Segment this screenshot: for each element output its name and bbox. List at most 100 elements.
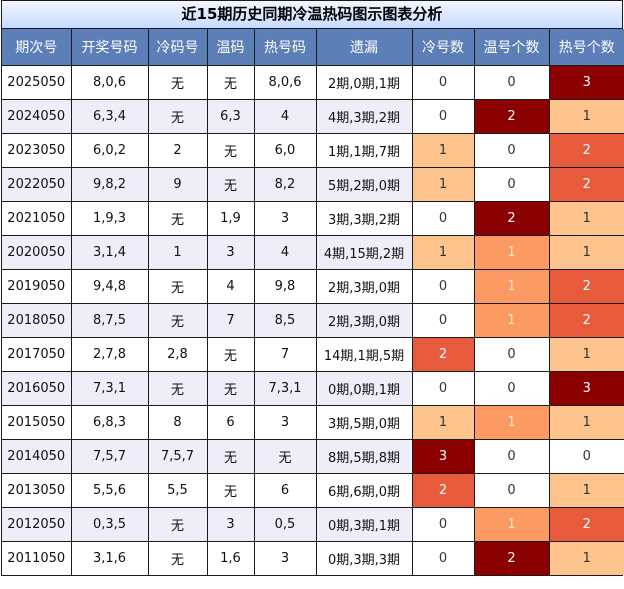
col-warm-count: 温号个数 — [473, 29, 550, 66]
table-row: 2025050 8,0,6 无无 8,0,6 2期,0期,1期 0 0 3 — [2, 65, 624, 100]
miss-cell: 14期,1期,5期 — [315, 337, 413, 372]
warm-cell: 无 — [206, 473, 255, 508]
warm-cell: 6,3 — [206, 99, 255, 134]
issue-cell: 2012050 — [2, 507, 72, 542]
issue-cell: 2020050 — [2, 235, 72, 270]
cold-count-cell: 2 — [411, 337, 475, 372]
miss-cell: 0期,3期,1期 — [315, 507, 413, 542]
hot-count-cell: 2 — [548, 269, 624, 304]
hot-count-cell: 1 — [548, 473, 624, 508]
hot-count-cell: 1 — [548, 541, 624, 575]
cold-count-cell: 0 — [411, 371, 475, 406]
warm-count-cell: 0 — [473, 337, 550, 372]
hot-cell: 7,3,1 — [253, 371, 317, 406]
stats-table: 期次号 开奖号码 冷码号 温码 热号码 遗漏 冷号数 温号个数 热号个数 202… — [2, 29, 624, 575]
miss-cell: 3期,3期,2期 — [315, 201, 413, 236]
draw-cell: 8,7,5 — [70, 303, 149, 338]
warm-cell: 3 — [206, 235, 255, 270]
cold-count-cell: 0 — [411, 303, 475, 338]
draw-cell: 6,8,3 — [70, 405, 149, 440]
draw-cell: 5,5,6 — [70, 473, 149, 508]
warm-cell: 无 — [206, 65, 255, 100]
issue-cell: 2025050 — [2, 65, 72, 100]
table-row: 2012050 0,3,5 无 3 0,5 0期,3期,1期 0 1 2 — [2, 507, 624, 542]
miss-cell: 3期,5期,0期 — [315, 405, 413, 440]
cold-cell: 8 — [147, 405, 208, 440]
warm-count-cell: 2 — [473, 541, 550, 575]
cold-cell: 无 — [147, 201, 208, 236]
warm-count-cell: 1 — [473, 405, 550, 440]
cold-cell: 2,8 — [147, 337, 208, 372]
col-hot: 热号码 — [253, 29, 317, 66]
hot-count-cell: 3 — [548, 371, 624, 406]
table-row: 2023050 6,0,2 2 无 6,0 1期,1期,7期 1 0 2 — [2, 133, 624, 168]
cold-count-cell: 0 — [411, 507, 475, 542]
warm-cell: 7 — [206, 303, 255, 338]
issue-cell: 2024050 — [2, 99, 72, 134]
hot-cell: 无 — [253, 439, 317, 474]
hot-count-cell: 2 — [548, 507, 624, 542]
warm-cell: 1,6 — [206, 541, 255, 575]
cold-count-cell: 1 — [411, 133, 475, 168]
warm-cell: 1,9 — [206, 201, 255, 236]
issue-cell: 2013050 — [2, 473, 72, 508]
draw-cell: 6,3,4 — [70, 99, 149, 134]
cold-cell: 9 — [147, 167, 208, 202]
cold-cell: 无 — [147, 303, 208, 338]
table-row: 2014050 7,5,7 7,5,7 无无 8期,5期,8期 3 0 0 — [2, 439, 624, 474]
miss-cell: 2期,3期,0期 — [315, 269, 413, 304]
issue-cell: 2011050 — [2, 541, 72, 575]
table-row: 2015050 6,8,3 8 6 3 3期,5期,0期 1 1 1 — [2, 405, 624, 440]
table-row: 2018050 8,7,5 无 7 8,5 2期,3期,0期 0 1 2 — [2, 303, 624, 338]
cold-cell: 无 — [147, 99, 208, 134]
table-row: 2017050 2,7,8 2,8 无 7 14期,1期,5期 2 0 1 — [2, 337, 624, 372]
hot-cell: 6,0 — [253, 133, 317, 168]
hot-cell: 7 — [253, 337, 317, 372]
table-row: 2024050 6,3,4 无 6,3 4 4期,3期,2期 0 2 1 — [2, 99, 624, 134]
warm-cell: 无 — [206, 337, 255, 372]
header-row: 期次号 开奖号码 冷码号 温码 热号码 遗漏 冷号数 温号个数 热号个数 — [2, 29, 624, 66]
table-row: 2021050 1,9,3 无 1,9 3 3期,3期,2期 0 2 1 — [2, 201, 624, 236]
table-row: 2020050 3,1,4 1 3 4 4期,15期,2期 1 1 1 — [2, 235, 624, 270]
issue-cell: 2021050 — [2, 201, 72, 236]
warm-count-cell: 0 — [473, 133, 550, 168]
warm-cell: 无 — [206, 167, 255, 202]
hot-count-cell: 3 — [548, 65, 624, 100]
warm-cell: 6 — [206, 405, 255, 440]
issue-cell: 2023050 — [2, 133, 72, 168]
miss-cell: 2期,0期,1期 — [315, 65, 413, 100]
cold-count-cell: 0 — [411, 65, 475, 100]
warm-count-cell: 1 — [473, 269, 550, 304]
draw-cell: 0,3,5 — [70, 507, 149, 542]
warm-count-cell: 0 — [473, 473, 550, 508]
miss-cell: 1期,1期,7期 — [315, 133, 413, 168]
draw-cell: 1,9,3 — [70, 201, 149, 236]
hot-cell: 9,8 — [253, 269, 317, 304]
warm-cell: 无 — [206, 371, 255, 406]
draw-cell: 3,1,4 — [70, 235, 149, 270]
miss-cell: 0期,0期,1期 — [315, 371, 413, 406]
warm-cell: 无 — [206, 133, 255, 168]
cold-cell: 无 — [147, 371, 208, 406]
cold-count-cell: 0 — [411, 99, 475, 134]
cold-cell: 5,5 — [147, 473, 208, 508]
warm-cell: 无 — [206, 439, 255, 474]
table-row: 2013050 5,5,6 5,5 无 6 6期,6期,0期 2 0 1 — [2, 473, 624, 508]
draw-cell: 6,0,2 — [70, 133, 149, 168]
miss-cell: 0期,3期,3期 — [315, 541, 413, 575]
hot-cell: 0,5 — [253, 507, 317, 542]
hot-count-cell: 2 — [548, 133, 624, 168]
cold-cell: 无 — [147, 541, 208, 575]
issue-cell: 2017050 — [2, 337, 72, 372]
hot-cell: 6 — [253, 473, 317, 508]
cold-count-cell: 1 — [411, 235, 475, 270]
col-cold-count: 冷号数 — [411, 29, 475, 66]
warm-count-cell: 1 — [473, 507, 550, 542]
col-draw: 开奖号码 — [70, 29, 149, 66]
col-cold: 冷码号 — [147, 29, 208, 66]
cold-cell: 无 — [147, 507, 208, 542]
hot-cell: 8,0,6 — [253, 65, 317, 100]
hot-count-cell: 1 — [548, 201, 624, 236]
issue-cell: 2014050 — [2, 439, 72, 474]
hot-count-cell: 1 — [548, 405, 624, 440]
